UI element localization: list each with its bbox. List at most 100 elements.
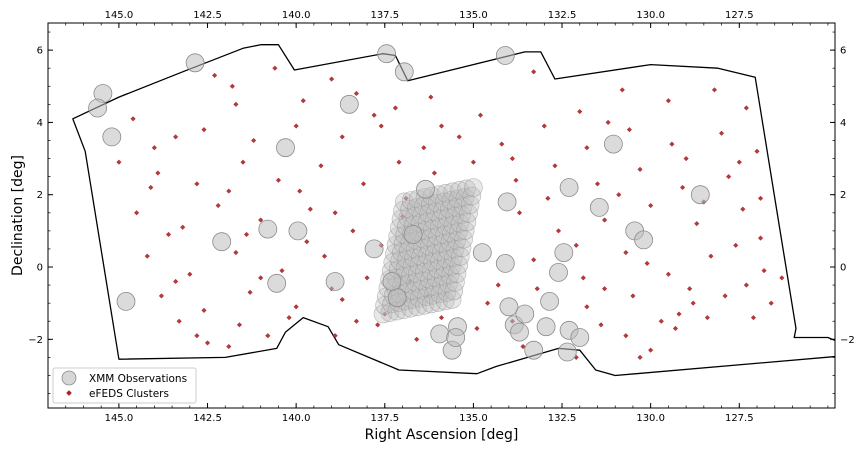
cluster-point — [353, 318, 360, 324]
cluster-point — [204, 340, 211, 346]
cluster-point — [637, 354, 643, 360]
cluster-point — [375, 322, 381, 328]
cluster-point — [360, 181, 367, 187]
xmm-point — [690, 185, 710, 205]
cluster-point — [116, 159, 122, 165]
cluster-point — [474, 325, 480, 332]
cluster-point — [251, 137, 257, 144]
xmm-point — [416, 179, 435, 199]
x-tick-label-top: 145.0 — [105, 10, 134, 21]
cluster-point — [750, 315, 757, 321]
cluster-point — [768, 300, 774, 306]
cluster-point — [573, 242, 579, 248]
plot-frame — [47, 22, 836, 409]
cluster-point — [626, 127, 632, 133]
cluster-point — [158, 293, 165, 299]
xmm-point — [495, 253, 515, 273]
xmm-point — [524, 340, 544, 360]
xmm-point — [339, 94, 359, 114]
cluster-point — [708, 253, 714, 259]
cluster-point — [711, 87, 718, 93]
cluster-point — [265, 333, 271, 339]
x-tick-label-top: 140.0 — [282, 10, 311, 21]
cluster-point — [669, 141, 675, 147]
y-tick-label-left: 6 — [37, 46, 43, 57]
cluster-point — [531, 69, 537, 75]
cluster-point — [619, 87, 625, 93]
cluster-point — [509, 155, 515, 162]
legend-xmm-marker — [61, 370, 77, 386]
x-tick-label-top: 127.5 — [725, 10, 754, 21]
xmm-point — [267, 273, 287, 293]
legend-cluster-marker — [66, 390, 72, 396]
cluster-point — [180, 224, 186, 230]
cluster-point — [605, 119, 611, 125]
x-tick-label-bottom: 145.0 — [105, 413, 134, 424]
xmm-point — [258, 219, 278, 239]
x-tick-label-bottom: 130.0 — [636, 413, 665, 424]
xmm-dense-circle — [464, 178, 483, 197]
cluster-point — [665, 98, 671, 104]
x-tick-label-bottom: 140.0 — [282, 413, 311, 424]
cluster-point — [601, 217, 608, 223]
cluster-point — [477, 112, 484, 118]
x-tick-label-top: 137.5 — [370, 10, 399, 21]
cluster-point — [630, 293, 636, 299]
cluster-point — [598, 322, 604, 328]
cluster-point — [541, 123, 547, 129]
xmm-point — [387, 288, 407, 308]
cluster-point — [155, 170, 161, 176]
cluster-point — [307, 206, 313, 212]
cluster-point — [353, 90, 360, 97]
cluster-point — [757, 195, 764, 201]
cluster-point — [194, 333, 200, 339]
y-tick-label-right: 0 — [840, 263, 846, 274]
cluster-point — [240, 159, 246, 165]
cluster-point — [601, 286, 608, 292]
cluster-point — [740, 206, 746, 212]
cluster-point — [687, 286, 693, 292]
cluster-point — [226, 188, 232, 194]
cluster-point — [233, 249, 239, 256]
xmm-layer — [88, 44, 710, 362]
y-tick-label-left: 4 — [37, 118, 43, 129]
cluster-point — [272, 65, 278, 71]
xmm-point — [377, 44, 397, 64]
cluster-point — [694, 221, 700, 227]
cluster-point — [304, 239, 310, 245]
cluster-point — [339, 134, 345, 140]
cluster-point — [187, 271, 193, 277]
cluster-point — [584, 145, 590, 151]
cluster-point — [332, 333, 338, 339]
cluster-point — [672, 325, 679, 332]
cluster-point — [236, 322, 243, 328]
y-tick-label-right: 4 — [840, 118, 846, 129]
cluster-point — [679, 184, 686, 191]
xmm-point — [495, 46, 515, 65]
cluster-point — [321, 253, 328, 259]
x-tick-label-bottom: 132.5 — [548, 413, 577, 424]
cluster-point — [215, 202, 221, 209]
cluster-point — [438, 123, 445, 129]
cluster-point — [173, 278, 179, 285]
xmm-point — [589, 197, 609, 217]
cluster-point — [431, 170, 437, 176]
cluster-point — [736, 159, 742, 165]
cluster-point — [438, 315, 445, 321]
cluster-point — [275, 177, 282, 183]
cluster-point — [165, 231, 172, 238]
cluster-point — [378, 123, 384, 129]
cluster-point — [212, 72, 218, 79]
x-tick-label-bottom: 127.5 — [725, 413, 754, 424]
legend: XMM Observations eFEDS Clusters — [52, 367, 197, 404]
cluster-point — [392, 105, 398, 111]
cluster-point — [616, 192, 622, 198]
y-tick-label-left: 0 — [37, 263, 43, 274]
cluster-point — [623, 249, 629, 256]
cluster-point — [676, 311, 682, 317]
cluster-point — [584, 304, 590, 310]
cluster-point — [364, 275, 370, 281]
xmm-point — [212, 232, 232, 252]
cluster-point — [555, 228, 562, 234]
x-tick-label-top: 142.5 — [193, 10, 222, 21]
